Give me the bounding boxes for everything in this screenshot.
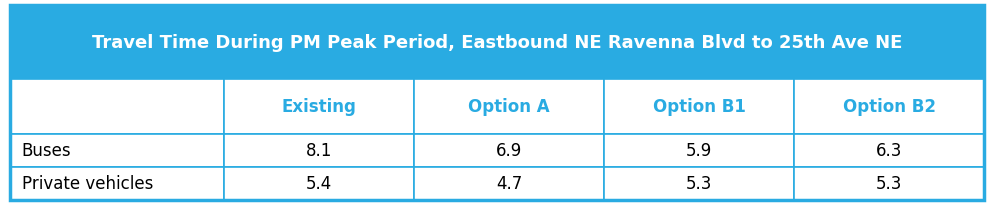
Bar — [794, 167, 984, 200]
Bar — [794, 80, 984, 134]
Bar — [414, 80, 604, 134]
Bar — [794, 134, 984, 167]
Bar — [225, 80, 414, 134]
Text: Option A: Option A — [468, 98, 550, 116]
Bar — [604, 80, 794, 134]
Text: Option B1: Option B1 — [653, 98, 746, 116]
Text: Existing: Existing — [281, 98, 357, 116]
Bar — [414, 167, 604, 200]
Bar — [10, 6, 984, 80]
Bar — [10, 80, 225, 134]
Text: 6.9: 6.9 — [496, 142, 522, 159]
Bar — [225, 134, 414, 167]
Text: 8.1: 8.1 — [306, 142, 332, 159]
Bar — [604, 134, 794, 167]
Text: Buses: Buses — [22, 142, 72, 159]
Text: Option B2: Option B2 — [843, 98, 935, 116]
Bar — [10, 167, 225, 200]
Text: 5.3: 5.3 — [686, 174, 713, 192]
Bar — [225, 167, 414, 200]
Bar — [414, 134, 604, 167]
Text: Travel Time During PM Peak Period, Eastbound NE Ravenna Blvd to 25th Ave NE: Travel Time During PM Peak Period, Eastb… — [91, 34, 903, 52]
Bar — [604, 167, 794, 200]
Bar — [10, 134, 225, 167]
Text: 5.9: 5.9 — [686, 142, 713, 159]
Text: 5.4: 5.4 — [306, 174, 332, 192]
Text: 4.7: 4.7 — [496, 174, 522, 192]
Text: Private vehicles: Private vehicles — [22, 174, 153, 192]
Text: 6.3: 6.3 — [876, 142, 903, 159]
Text: 5.3: 5.3 — [876, 174, 903, 192]
